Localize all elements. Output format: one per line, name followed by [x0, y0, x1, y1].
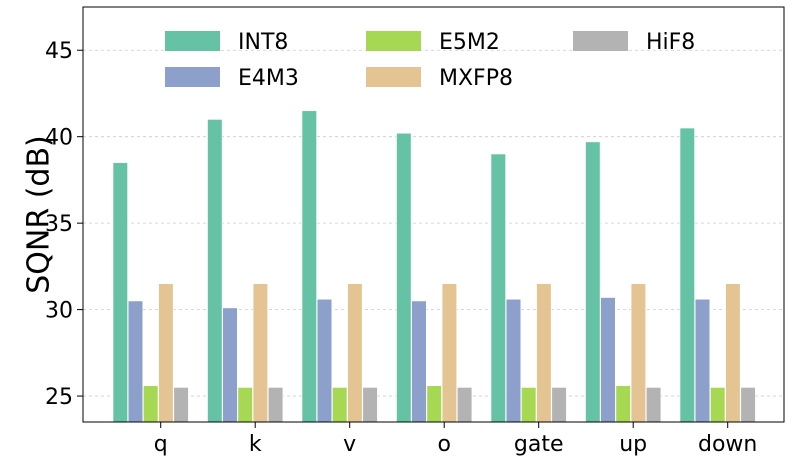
bar-e4m3-k	[222, 307, 238, 423]
bar-hif8-v	[362, 387, 378, 423]
bar-e5m2-down	[710, 387, 726, 423]
bar-hif8-down	[740, 387, 756, 423]
bar-e5m2-gate	[521, 387, 537, 423]
bar-hif8-up	[645, 387, 662, 423]
y-tick-label: 40	[45, 126, 73, 151]
bar-hif8-gate	[551, 387, 567, 423]
bar-e5m2-o	[426, 385, 442, 423]
y-tick-label: 30	[45, 299, 73, 324]
bar-mxfp8-q	[158, 283, 174, 423]
bar-e4m3-v	[316, 298, 333, 423]
bar-mxfp8-v	[347, 283, 363, 423]
x-tick-label: o	[437, 432, 450, 457]
y-axis-ticks: 25 30 35 40 45	[45, 39, 83, 410]
bar-mxfp8-gate	[536, 283, 552, 423]
bar-int8-k	[207, 119, 223, 423]
bar-e4m3-down	[694, 298, 711, 423]
bar-int8-q	[112, 162, 128, 423]
bar-e5m2-up	[615, 385, 631, 423]
x-tick-label: v	[343, 432, 356, 457]
bar-hif8-q	[173, 387, 189, 423]
bar-int8-v	[301, 110, 317, 423]
bar-e4m3-gate	[505, 298, 522, 423]
legend-label-mxfp8: MXFP8	[439, 66, 513, 91]
grid-lines	[83, 49, 784, 397]
legend-label-hif8: HiF8	[646, 30, 695, 55]
bar-e5m2-v	[332, 387, 348, 423]
bar-e4m3-q	[127, 300, 144, 423]
bar-int8-o	[396, 132, 412, 423]
x-axis-ticks: q k v o gate up down	[154, 422, 757, 457]
y-tick-label: 35	[45, 212, 73, 237]
legend-label-int8: INT8	[238, 30, 288, 55]
x-tick-label: down	[698, 432, 757, 457]
x-tick-label: up	[619, 432, 647, 457]
legend-swatch-e5m2	[366, 31, 421, 51]
bar-e4m3-up	[600, 297, 616, 423]
bar-hif8-o	[456, 387, 473, 423]
bar-int8-up	[585, 141, 601, 423]
y-tick-label: 25	[45, 385, 73, 410]
bar-hif8-k	[267, 387, 284, 423]
legend-label-e5m2: E5M2	[439, 30, 500, 55]
plot-frame	[82, 6, 785, 423]
bar-e5m2-k	[237, 387, 253, 423]
bar-e5m2-q	[143, 385, 159, 423]
legend-swatch-e4m3	[165, 67, 220, 87]
bar-mxfp8-down	[725, 283, 741, 423]
bar-int8-gate	[490, 153, 506, 423]
bar-mxfp8-o	[441, 283, 458, 423]
bar-e4m3-o	[411, 300, 427, 423]
legend: INT8 E4M3 E5M2 MXFP8 HiF8	[165, 30, 695, 91]
legend-swatch-mxfp8	[366, 67, 421, 87]
legend-label-e4m3: E4M3	[238, 66, 299, 91]
legend-swatch-int8	[165, 31, 220, 51]
y-tick-label: 45	[45, 39, 73, 64]
bars	[112, 110, 756, 423]
x-tick-label: q	[154, 432, 168, 457]
x-tick-label: gate	[514, 432, 564, 457]
bar-mxfp8-up	[630, 283, 646, 423]
bar-int8-down	[679, 127, 695, 423]
x-tick-label: k	[249, 432, 262, 457]
bar-mxfp8-k	[252, 283, 269, 423]
legend-swatch-hif8	[573, 31, 628, 51]
y-axis-title: SQNR (dB)	[22, 135, 57, 294]
